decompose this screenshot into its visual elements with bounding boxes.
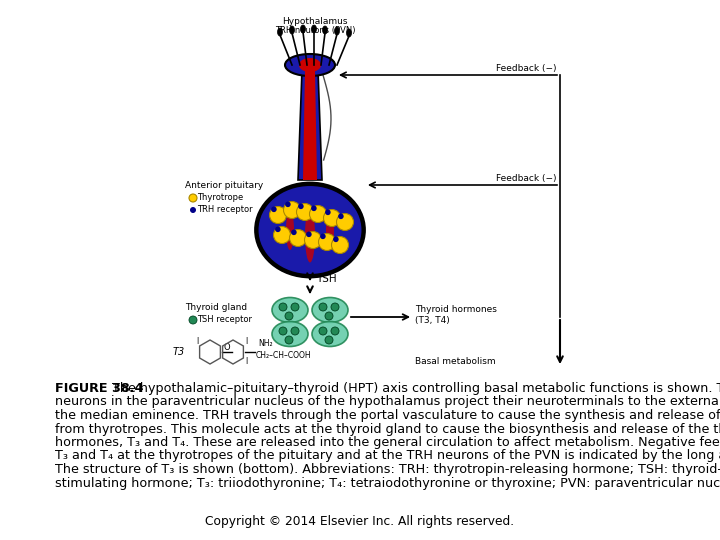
Text: I: I (196, 338, 198, 347)
Ellipse shape (272, 298, 308, 322)
Text: Anterior pituitary: Anterior pituitary (185, 180, 264, 190)
Circle shape (311, 206, 317, 211)
Circle shape (331, 303, 339, 311)
Text: I: I (245, 338, 247, 347)
Ellipse shape (300, 25, 305, 33)
Text: I: I (245, 357, 247, 367)
Ellipse shape (346, 29, 351, 37)
Circle shape (331, 237, 348, 253)
Text: TSH: TSH (316, 274, 337, 284)
Text: hormones, T₃ and T₄. These are released into the general circulation to affect m: hormones, T₃ and T₄. These are released … (55, 436, 720, 449)
Circle shape (285, 312, 293, 320)
Circle shape (190, 207, 196, 213)
Circle shape (310, 206, 326, 222)
Ellipse shape (312, 298, 348, 322)
Text: The structure of T₃ is shown (bottom). Abbreviations: TRH: thyrotropin-releasing: The structure of T₃ is shown (bottom). A… (55, 463, 720, 476)
Circle shape (274, 226, 290, 244)
Text: FIGURE 38.4: FIGURE 38.4 (55, 382, 143, 395)
Text: Thyrotrope: Thyrotrope (197, 193, 243, 202)
Ellipse shape (312, 321, 348, 347)
Circle shape (338, 213, 343, 219)
Text: stimulating hormone; T₃: triiodothyronine; T₄: tetraiodothyronine or thyroxine; : stimulating hormone; T₃: triiodothyronin… (55, 476, 720, 489)
Circle shape (333, 237, 338, 242)
Text: neurons in the paraventricular nucleus of the hypothalamus project their neurote: neurons in the paraventricular nucleus o… (55, 395, 720, 408)
Circle shape (279, 303, 287, 311)
Circle shape (269, 206, 287, 224)
Text: TRH receptor: TRH receptor (197, 206, 253, 214)
Ellipse shape (289, 26, 294, 34)
Text: Copyright © 2014 Elsevier Inc. All rights reserved.: Copyright © 2014 Elsevier Inc. All right… (205, 515, 515, 528)
Circle shape (325, 210, 330, 215)
Text: Feedback (−): Feedback (−) (495, 173, 556, 183)
Ellipse shape (335, 27, 340, 35)
Text: TSH receptor: TSH receptor (197, 315, 252, 325)
Circle shape (285, 201, 291, 207)
Ellipse shape (323, 26, 328, 34)
Ellipse shape (286, 210, 294, 250)
Polygon shape (298, 70, 322, 180)
Circle shape (291, 327, 299, 335)
Circle shape (291, 303, 299, 311)
Text: Feedback (−): Feedback (−) (495, 64, 556, 72)
Circle shape (323, 210, 341, 226)
Circle shape (320, 233, 325, 239)
Circle shape (284, 201, 300, 219)
Text: The hypothalamic–pituitary–thyroid (HPT) axis controlling basal metabolic functi: The hypothalamic–pituitary–thyroid (HPT)… (107, 382, 720, 395)
Text: CH₂–CH–COOH: CH₂–CH–COOH (256, 350, 312, 360)
Text: O: O (224, 343, 230, 353)
Circle shape (298, 204, 304, 209)
Ellipse shape (272, 321, 308, 347)
Circle shape (336, 213, 354, 231)
Circle shape (325, 312, 333, 320)
Circle shape (319, 327, 327, 335)
Circle shape (275, 227, 281, 232)
Circle shape (297, 204, 313, 220)
Polygon shape (303, 70, 317, 180)
Circle shape (289, 230, 307, 246)
Circle shape (306, 232, 312, 237)
Circle shape (285, 336, 293, 344)
Circle shape (271, 206, 276, 212)
Text: TRH neurons (PVN): TRH neurons (PVN) (275, 26, 355, 36)
Text: T3: T3 (173, 347, 185, 357)
Circle shape (331, 327, 339, 335)
Circle shape (279, 327, 287, 335)
Circle shape (291, 230, 297, 235)
Circle shape (189, 194, 197, 202)
Ellipse shape (285, 54, 335, 76)
Text: Thyroid hormones: Thyroid hormones (415, 306, 497, 314)
Text: (T3, T4): (T3, T4) (415, 316, 450, 326)
Text: the median eminence. TRH travels through the portal vasculature to cause the syn: the median eminence. TRH travels through… (55, 409, 720, 422)
Ellipse shape (299, 58, 321, 72)
Text: NH₂: NH₂ (258, 340, 273, 348)
Circle shape (318, 233, 336, 251)
Ellipse shape (277, 28, 282, 36)
Ellipse shape (256, 183, 364, 277)
Ellipse shape (312, 25, 317, 33)
Ellipse shape (258, 185, 362, 275)
Text: Hypothalamus: Hypothalamus (282, 17, 348, 26)
Ellipse shape (305, 207, 315, 262)
Circle shape (189, 316, 197, 324)
Circle shape (305, 232, 322, 248)
Text: T₃ and T₄ at the thyrotropes of the pituitary and at the TRH neurons of the PVN : T₃ and T₄ at the thyrotropes of the pitu… (55, 449, 720, 462)
Text: Thyroid gland: Thyroid gland (185, 303, 247, 313)
Circle shape (325, 336, 333, 344)
Text: from thyrotropes. This molecule acts at the thyroid gland to cause the biosynthe: from thyrotropes. This molecule acts at … (55, 422, 720, 435)
Circle shape (319, 303, 327, 311)
Text: Basal metabolism: Basal metabolism (415, 357, 495, 367)
Ellipse shape (326, 210, 334, 250)
